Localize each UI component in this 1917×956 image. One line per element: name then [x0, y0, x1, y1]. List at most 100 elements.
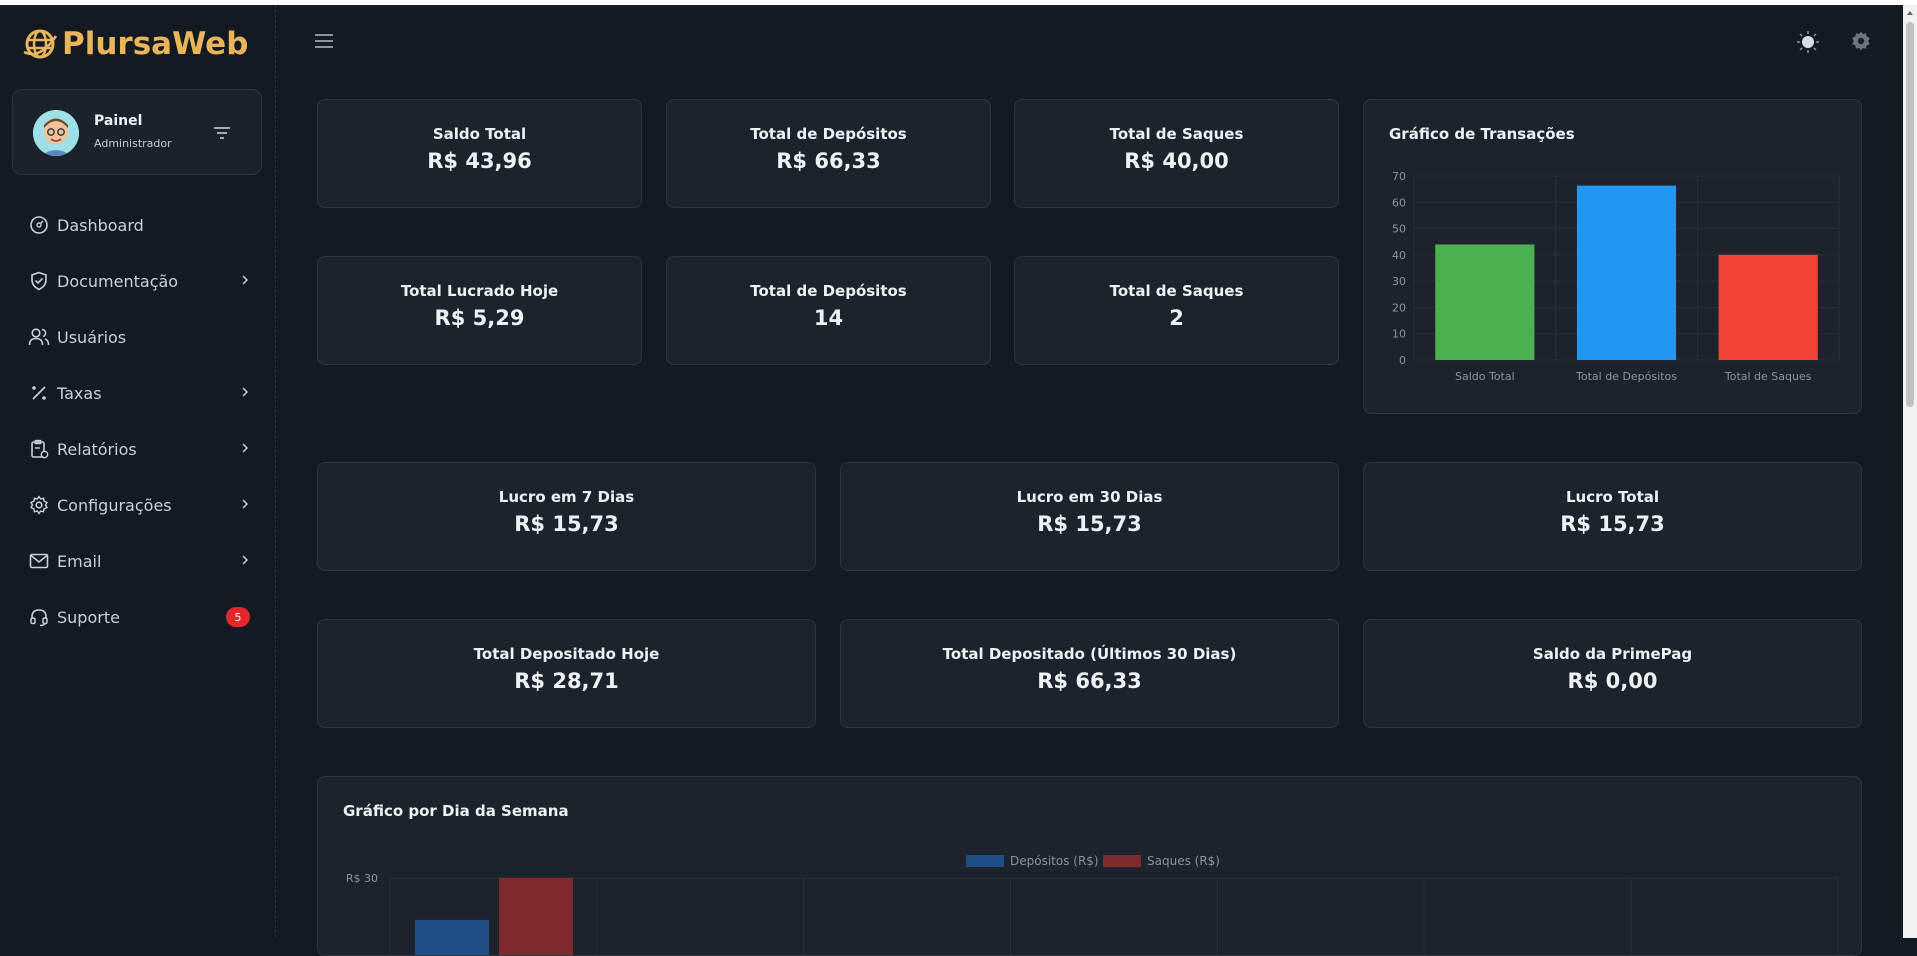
stat-value: R$ 66,33	[776, 149, 881, 173]
sidebar-item-usuarios[interactable]: Usuários	[28, 317, 250, 357]
scrollbar[interactable]	[1903, 5, 1917, 938]
chevron-right-icon	[242, 443, 249, 453]
topbar-actions	[1796, 30, 1872, 54]
stat-card-total-depositos: Total de Depósitos R$ 66,33	[666, 99, 991, 208]
y-tick-label: 20	[1392, 301, 1406, 314]
stat-title: Saldo da PrimePag	[1532, 645, 1693, 663]
legend-swatch-saques	[1103, 855, 1141, 867]
weekday-chart-card: Gráfico por Dia da Semana Depósitos (R$)…	[317, 776, 1862, 956]
stat-title: Lucro em 7 Dias	[498, 488, 635, 506]
transactions-bar-chart: 0 10 20 30 40 50 60 70 Saldo Total Total de Depós…	[1392, 170, 1840, 383]
app-name: PlursaWeb	[62, 26, 249, 62]
stat-title: Total de Depósitos	[750, 125, 907, 143]
sidebar-item-suporte[interactable]: Suporte 5	[28, 597, 250, 637]
stat-title: Total de Saques	[1109, 125, 1244, 143]
y-tick-label: R$ 30	[346, 872, 378, 885]
y-tick-label: 70	[1392, 170, 1406, 183]
chevron-right-icon	[242, 387, 249, 397]
x-tick-label: Total de Saques	[1724, 370, 1812, 383]
stat-card-total-saques: Total de Saques R$ 40,00	[1014, 99, 1339, 208]
mail-icon	[28, 550, 50, 572]
stat-card-saldo-primepag: Saldo da PrimePag R$ 0,00	[1363, 619, 1862, 728]
sidebar-item-label: Suporte	[57, 607, 120, 627]
stat-title: Total Depositado Hoje	[473, 645, 660, 663]
stat-card-qtd-saques: Total de Saques 2	[1014, 256, 1339, 365]
percent-icon	[28, 382, 50, 404]
stat-card-depositado-30-dias: Total Depositado (Últimos 30 Dias) R$ 66…	[840, 619, 1339, 728]
stat-value: R$ 28,71	[514, 669, 619, 693]
bar	[1718, 254, 1818, 360]
legend-label-depositos: Depósitos (R$)	[1010, 854, 1099, 868]
stat-card-saldo-total: Saldo Total R$ 43,96	[317, 99, 642, 208]
y-tick-label: 60	[1392, 196, 1406, 209]
gear-icon	[28, 494, 50, 516]
stat-value: R$ 0,00	[1567, 669, 1658, 693]
stat-title: Total Lucrado Hoje	[400, 282, 559, 300]
profile-card[interactable]: Painel Administrador	[12, 89, 262, 175]
y-tick-label: 40	[1392, 249, 1406, 262]
stat-value: R$ 15,73	[514, 512, 619, 536]
sidebar: PlursaWeb Painel Administrador	[0, 5, 276, 938]
stat-card-lucro-total: Lucro Total R$ 15,73	[1363, 462, 1862, 571]
stat-value: R$ 5,29	[434, 306, 525, 330]
avatar	[33, 110, 79, 156]
sidebar-item-dashboard[interactable]: Dashboard	[28, 205, 250, 245]
logo[interactable]: PlursaWeb	[22, 24, 248, 64]
clipboard-icon	[28, 438, 50, 460]
globe-logo-icon	[23, 29, 58, 59]
chart-title: Gráfico de Transações	[1389, 125, 1575, 143]
sidebar-item-configuracoes[interactable]: Configurações	[28, 485, 250, 525]
weekday-bar-chart: Depósitos (R$) Saques (R$) R$ 30	[346, 854, 1839, 955]
profile-role: Administrador	[94, 137, 172, 150]
sidebar-item-label: Documentação	[57, 271, 179, 291]
shield-check-icon	[28, 270, 50, 292]
sidebar-item-taxas[interactable]: Taxas	[28, 373, 250, 413]
transactions-chart-card: Gráfico de Transações 0 10 20 30 40 50 60 70 Sal…	[1363, 99, 1862, 414]
dashboard-icon	[28, 214, 50, 236]
sidebar-item-relatorios[interactable]: Relatórios	[28, 429, 250, 469]
y-tick-label: 10	[1392, 328, 1406, 341]
chevron-right-icon	[242, 555, 249, 565]
scroll-thumb[interactable]	[1906, 22, 1914, 407]
stat-title: Saldo Total	[432, 125, 527, 143]
stat-card-lucro-30-dias: Lucro em 30 Dias R$ 15,73	[840, 462, 1339, 571]
headset-icon	[28, 606, 50, 628]
filter-icon[interactable]	[213, 126, 231, 140]
stat-value: R$ 15,73	[1560, 512, 1665, 536]
sun-icon[interactable]	[1796, 30, 1820, 54]
stat-value: R$ 43,96	[427, 149, 532, 173]
stat-title: Total de Depósitos	[750, 282, 907, 300]
stat-value: 14	[813, 306, 844, 330]
bar-saques	[499, 878, 573, 955]
sidebar-item-email[interactable]: Email	[28, 541, 250, 581]
stat-card-lucro-7-dias: Lucro em 7 Dias R$ 15,73	[317, 462, 816, 571]
settings-icon[interactable]	[1850, 30, 1872, 52]
chart-title: Gráfico por Dia da Semana	[343, 802, 569, 820]
bar	[1576, 185, 1677, 360]
users-icon	[28, 326, 50, 348]
sidebar-item-label: Relatórios	[57, 439, 137, 459]
legend-label-saques: Saques (R$)	[1147, 854, 1220, 868]
chevron-right-icon	[242, 275, 249, 285]
stat-value: 2	[1169, 306, 1184, 330]
stat-title: Lucro Total	[1565, 488, 1660, 506]
scroll-up-arrow-icon[interactable]	[1903, 6, 1917, 20]
stat-value: R$ 66,33	[1037, 669, 1142, 693]
legend-swatch-depositos	[966, 855, 1004, 867]
y-tick-label: 50	[1392, 223, 1406, 236]
bar	[1435, 244, 1535, 360]
sidebar-item-label: Configurações	[57, 495, 172, 515]
sidebar-item-label: Taxas	[57, 383, 102, 403]
stat-title: Total Depositado (Últimos 30 Dias)	[942, 645, 1237, 663]
stat-card-lucrado-hoje: Total Lucrado Hoje R$ 5,29	[317, 256, 642, 365]
browser-top-edge	[0, 0, 1917, 5]
x-tick-label: Total de Depósitos	[1575, 370, 1677, 383]
y-tick-label: 0	[1399, 354, 1406, 367]
stat-value: R$ 40,00	[1124, 149, 1229, 173]
sidebar-item-documentacao[interactable]: Documentação	[28, 261, 250, 301]
sidebar-item-label: Usuários	[57, 327, 127, 347]
stat-value: R$ 15,73	[1037, 512, 1142, 536]
y-tick-label: 30	[1392, 275, 1406, 288]
stat-card-qtd-depositos: Total de Depósitos 14	[666, 256, 991, 365]
menu-toggle-icon[interactable]	[314, 33, 334, 49]
